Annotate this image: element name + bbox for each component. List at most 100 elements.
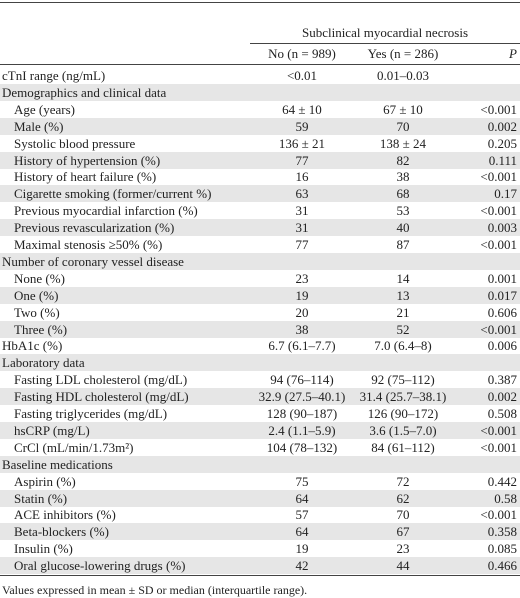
cell: 64 — [295, 524, 309, 540]
row-label: Two (%) — [14, 304, 60, 320]
cell: 52 — [396, 321, 410, 337]
cell: 0.002 — [487, 118, 517, 134]
cell: 31 — [295, 220, 309, 236]
cell: 0.205 — [487, 135, 517, 151]
footnote: Values expressed in mean ± SD or median … — [2, 583, 308, 597]
cell: 31.4 (25.7–38.1) — [359, 389, 447, 405]
cell: <0.001 — [480, 422, 517, 438]
cell: 6.7 (6.1–7.7) — [268, 338, 336, 354]
column-header: P — [509, 46, 517, 61]
header-rule — [0, 64, 520, 65]
row-label: ACE inhibitors (%) — [14, 507, 116, 523]
cell: 19 — [295, 541, 309, 557]
cell: 63 — [295, 186, 309, 202]
row-shade — [0, 388, 520, 406]
cell: 40 — [396, 220, 410, 236]
cell: 3.6 (1.5–7.0) — [369, 422, 437, 438]
row-label: History of heart failure (%) — [14, 169, 157, 185]
cell: 0.606 — [487, 304, 517, 320]
cell: 0.001 — [487, 270, 517, 286]
row-shade — [0, 320, 520, 338]
row-shade — [0, 219, 520, 237]
row-label: Fasting LDL cholesterol (mg/dL) — [14, 372, 188, 388]
cell: 13 — [396, 287, 410, 303]
cell: 72 — [396, 473, 410, 489]
row-shade — [0, 455, 520, 473]
cell: 0.358 — [487, 524, 517, 540]
cell: 38 — [295, 321, 309, 337]
cell: 67 ± 10 — [383, 101, 423, 117]
cell: <0.001 — [480, 439, 517, 455]
cell: 57 — [295, 507, 309, 523]
cell: 64 — [295, 490, 309, 506]
row-shade — [0, 421, 520, 439]
cell: 0.111 — [488, 152, 517, 168]
cell: 0.508 — [487, 406, 517, 421]
cell: 2.4 (1.1–5.9) — [268, 422, 336, 438]
cell: 44 — [396, 558, 410, 574]
cell: 92 (75–112) — [371, 372, 435, 388]
cell: 16 — [295, 169, 309, 185]
cell: 14 — [396, 270, 410, 286]
cell: 19 — [295, 287, 309, 303]
row-shade — [0, 117, 520, 135]
cell: <0.001 — [480, 169, 517, 185]
cell: 23 — [396, 541, 410, 557]
row-label: Insulin (%) — [14, 541, 73, 557]
row-shade — [0, 185, 520, 203]
cell: 0.017 — [487, 287, 517, 303]
cell: 126 (90–172) — [367, 406, 439, 421]
cell: <0.001 — [480, 237, 517, 252]
row-label: History of hypertension (%) — [14, 152, 161, 168]
row-shade — [0, 523, 520, 541]
cell: 20 — [295, 304, 309, 320]
column-header: No (n = 989) — [268, 46, 336, 61]
group-rule — [250, 43, 520, 44]
row-label: Age (years) — [14, 101, 75, 117]
cell: 0.17 — [494, 186, 517, 202]
cell: 21 — [396, 304, 410, 320]
cell: 0.58 — [494, 490, 517, 506]
cell: 32.9 (27.5–40.1) — [258, 389, 346, 405]
row-shade — [0, 83, 520, 101]
row-label: Three (%) — [14, 321, 68, 337]
cell: 31 — [295, 203, 309, 219]
row-label: Fasting HDL cholesterol (mg/dL) — [14, 389, 189, 405]
cell: 84 (61–112) — [371, 439, 435, 455]
row-shade — [0, 252, 520, 270]
cell: 62 — [396, 490, 410, 506]
cell: 67 — [396, 524, 410, 540]
section-label: Number of coronary vessel disease — [2, 253, 184, 269]
cell: 138 ± 24 — [379, 135, 427, 151]
cell: 0.002 — [487, 389, 517, 405]
cell: <0.001 — [480, 101, 517, 117]
row-label: Oral glucose-lowering drugs (%) — [14, 558, 186, 574]
cell: 7.0 (6.4–8) — [374, 338, 432, 354]
row-label: Cigarette smoking (former/current %) — [14, 186, 212, 202]
cell: 70 — [396, 118, 410, 134]
section-label: Laboratory data — [2, 355, 85, 371]
group-header: Subclinical myocardial necrosis — [301, 25, 469, 40]
row-label: Previous myocardial infarction (%) — [14, 203, 198, 219]
column-header: Yes (n = 286) — [367, 46, 439, 61]
row-label: Statin (%) — [14, 490, 68, 506]
section-label: Demographics and clinical data — [2, 84, 167, 100]
row-label: CrCl (mL/min/1.73m²) — [14, 439, 134, 455]
cell: 0.006 — [487, 338, 517, 354]
cell: 0.466 — [487, 558, 517, 574]
cell: 0.085 — [487, 541, 517, 557]
cell: 59 — [295, 118, 309, 134]
row-shade — [0, 557, 520, 575]
cell: 68 — [396, 186, 410, 202]
row-label: Maximal stenosis ≥50% (%) — [14, 237, 163, 252]
row-label: hsCRP (mg/L) — [14, 422, 90, 438]
cell: 0.387 — [487, 372, 517, 388]
section-label: Baseline medications — [2, 456, 113, 472]
cell: 0.003 — [487, 220, 517, 236]
cell: 82 — [396, 152, 410, 168]
row-label: HbA1c (%) — [2, 338, 63, 354]
row-label: Aspirin (%) — [14, 473, 76, 489]
row-shade — [0, 151, 520, 169]
row-label: Previous revascularization (%) — [14, 220, 175, 236]
row-shade — [0, 286, 520, 304]
